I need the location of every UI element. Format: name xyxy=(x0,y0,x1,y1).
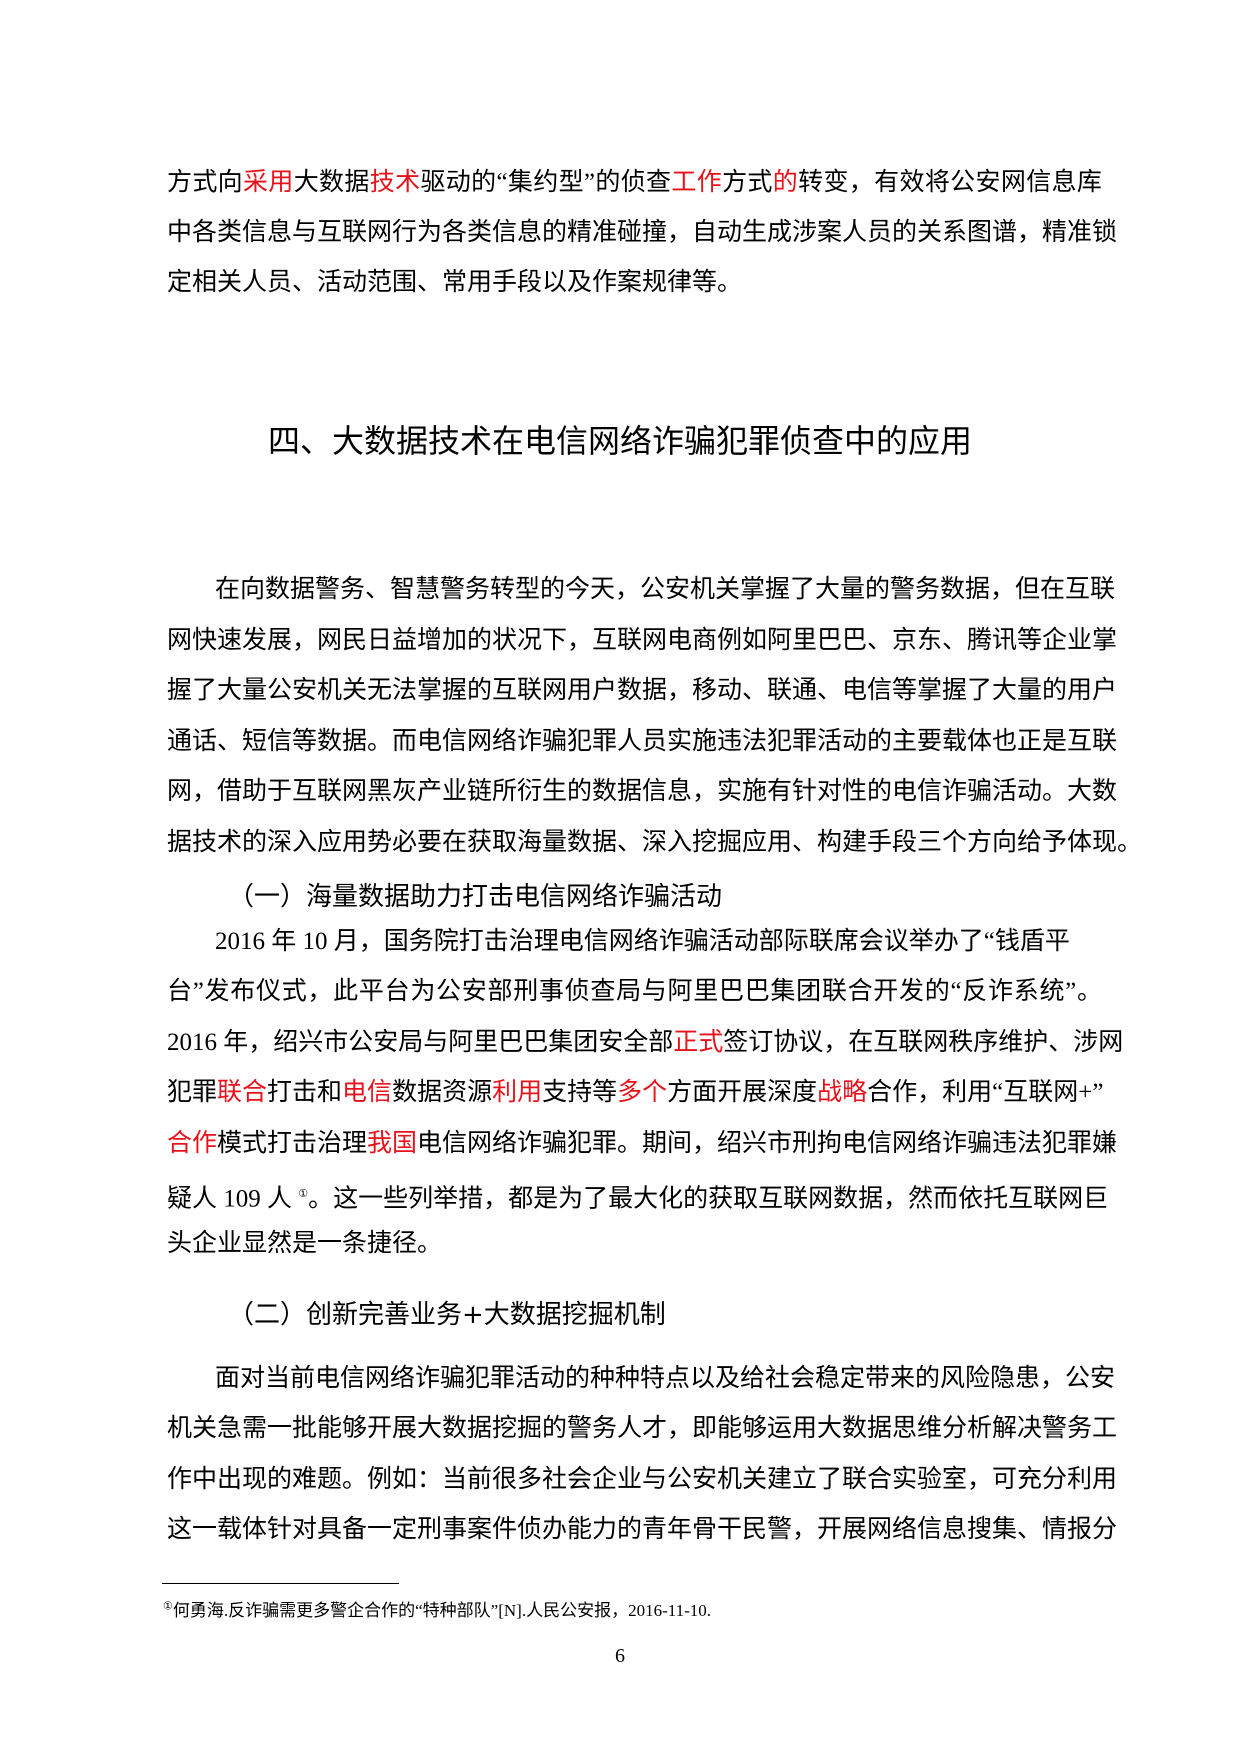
paragraph-3-line: 犯罪联合打击和电信数据资源利用支持等多个方面开展深度战略合作，利用“互联网+” xyxy=(167,1078,1104,1108)
text-run: 方式 xyxy=(722,169,773,196)
highlighted-text: 电信 xyxy=(342,1079,393,1106)
text-run: 通话、短信等数据。而电信网络诈骗犯罪人员实施违法犯罪活动的主要载体也正是互联 xyxy=(167,728,1118,755)
text-run: 疑人 109 人 xyxy=(167,1185,299,1213)
text-run: 驱动的“集约型”的侦查 xyxy=(420,169,672,196)
text-run: 合作，利用“互联网+” xyxy=(867,1079,1104,1106)
highlighted-text: 技术 xyxy=(369,169,421,196)
text-run: 2016 年，绍兴市公安局与阿里巴巴集团安全部 xyxy=(167,1029,674,1056)
highlighted-text: 联合 xyxy=(217,1079,268,1106)
footnote-reference: ① xyxy=(298,1188,309,1200)
footnote-text: 何勇海.反诈骗需更多警企合作的“特种部队”[N].人民公安报，2016-11-1… xyxy=(172,1601,712,1620)
paragraph-2-line: 在向数据警务、智慧警务转型的今天，公安机关掌握了大量的警务数据，但在互联 xyxy=(215,575,1115,605)
text-run: 机关急需一批能够开展大数据挖掘的警务人才，即能够运用大数据思维分析解决警务工 xyxy=(167,1415,1118,1442)
highlighted-text: 利用 xyxy=(492,1079,543,1106)
text-run: 作中出现的难题。例如：当前很多社会企业与公安机关建立了联合实验室，可充分利用 xyxy=(167,1466,1118,1493)
paragraph-4-line: 这一载体针对具备一定刑事案件侦办能力的青年骨干民警，开展网络信息搜集、情报分 xyxy=(167,1515,1117,1545)
paragraph-3-line: 台”发布仪式，此平台为公安部刑事侦查局与阿里巴巴集团联合开发的“反诈系统”。 xyxy=(167,977,1102,1007)
paragraph-2-line: 网快速发展，网民日益增加的状况下，互联网电商例如阿里巴巴、京东、腾讯等企业掌 xyxy=(167,626,1117,656)
text-run: 握了大量公安机关无法掌握的互联网用户数据，移动、联通、电信等掌握了大量的用户 xyxy=(167,677,1118,704)
paragraph-2-line: 通话、短信等数据。而电信网络诈骗犯罪人员实施违法犯罪活动的主要载体也正是互联 xyxy=(167,727,1117,757)
text-run: 数据资源 xyxy=(392,1079,493,1106)
paragraph-2-line: 网，借助于互联网黑灰产业链所衍生的数据信息，实施有针对性的电信诈骗活动。大数 xyxy=(167,777,1117,807)
text-run: 面对当前电信网络诈骗犯罪活动的种种特点以及给社会稳定带来的风险隐患，公安 xyxy=(215,1365,1116,1392)
paragraph-4-line: 机关急需一批能够开展大数据挖掘的警务人才，即能够运用大数据思维分析解决警务工 xyxy=(167,1414,1117,1444)
text-run: 据技术的深入应用势必要在获取海量数据、深入挖掘应用、构建手段三个方向给予体现。 xyxy=(167,829,1143,856)
paragraph-3-line: 2016 年，绍兴市公安局与阿里巴巴集团安全部正式签订协议，在互联网秩序维护、涉… xyxy=(167,1028,1123,1058)
paragraph-3-line: 合作模式打击治理我国电信网络诈骗犯罪。期间，绍兴市刑拘电信网络诈骗违法犯罪嫌 xyxy=(167,1129,1117,1159)
text-run: 台”发布仪式，此平台为公安部刑事侦查局与阿里巴巴集团联合开发的“反诈系统”。 xyxy=(167,978,1102,1005)
text-run: 网，借助于互联网黑灰产业链所衍生的数据信息，实施有针对性的电信诈骗活动。大数 xyxy=(167,778,1118,805)
paragraph-1-line: 中各类信息与互联网行为各类信息的精准碰撞，自动生成涉案人员的关系图谱，精准锁 xyxy=(167,218,1117,248)
text-run: 定相关人员、活动范围、常用手段以及作案规律等。 xyxy=(167,269,743,296)
subheading-1: （一）海量数据助力打击电信网络诈骗活动 xyxy=(228,882,723,912)
highlighted-text: 的 xyxy=(772,169,799,196)
text-run: 2016 年 10 月，国务院打击治理电信网络诈骗活动部际联席会议举办了“钱盾平 xyxy=(215,928,1070,955)
paragraph-3-line: 头企业显然是一条捷径。 xyxy=(167,1229,1102,1259)
highlighted-text: 我国 xyxy=(367,1130,418,1157)
text-run: 这一载体针对具备一定刑事案件侦办能力的青年骨干民警，开展网络信息搜集、情报分 xyxy=(167,1516,1118,1543)
text-run: 打击和 xyxy=(267,1079,343,1106)
text-run: 签订协议，在互联网秩序维护、涉网 xyxy=(723,1029,1124,1056)
highlighted-text: 合作 xyxy=(167,1130,218,1157)
highlighted-text: 工作 xyxy=(671,169,723,196)
paragraph-3-line: 疑人 109 人 ①。这一些列举措，都是为了最大化的获取互联网数据，然而依托互联… xyxy=(167,1179,1108,1214)
footnote: ①何勇海.反诈骗需更多警企合作的“特种部队”[N].人民公安报，2016-11-… xyxy=(163,1596,711,1621)
text-run: 头企业显然是一条捷径。 xyxy=(167,1230,443,1257)
text-run: 大数据 xyxy=(293,169,370,196)
footnote-divider xyxy=(162,1583,399,1584)
text-run: 方面开展深度 xyxy=(667,1079,818,1106)
paragraph-4-line: 面对当前电信网络诈骗犯罪活动的种种特点以及给社会稳定带来的风险隐患，公安 xyxy=(215,1364,1115,1394)
text-run: 网快速发展，网民日益增加的状况下，互联网电商例如阿里巴巴、京东、腾讯等企业掌 xyxy=(167,627,1118,654)
highlighted-text: 多个 xyxy=(617,1079,668,1106)
highlighted-text: 采用 xyxy=(243,169,294,196)
text-run: 支持等 xyxy=(542,1079,618,1106)
page-number: 6 xyxy=(615,1645,625,1667)
text-run: 方式向 xyxy=(167,169,244,196)
text-run: 转变，有效将公安网信息库 xyxy=(798,169,1102,196)
text-run: 犯罪 xyxy=(167,1079,218,1106)
footnote-mark: ① xyxy=(163,1600,173,1613)
section-heading: 四、大数据技术在电信网络诈骗犯罪侦查中的应用 xyxy=(267,422,972,460)
paragraph-1-line: 方式向采用大数据技术驱动的“集约型”的侦查工作方式的转变，有效将公安网信息库 xyxy=(167,168,1102,198)
highlighted-text: 正式 xyxy=(673,1029,724,1056)
paragraph-1-line: 定相关人员、活动范围、常用手段以及作案规律等。 xyxy=(167,268,1102,298)
text-run: 。这一些列举措，都是为了最大化的获取互联网数据，然而依托互联网巨 xyxy=(308,1185,1109,1213)
paragraph-4-line: 作中出现的难题。例如：当前很多社会企业与公安机关建立了联合实验室，可充分利用 xyxy=(167,1465,1117,1495)
text-run: 在向数据警务、智慧警务转型的今天，公安机关掌握了大量的警务数据，但在互联 xyxy=(215,576,1116,603)
paragraph-3-line: 2016 年 10 月，国务院打击治理电信网络诈骗活动部际联席会议举办了“钱盾平 xyxy=(215,927,1102,957)
text-run: 模式打击治理 xyxy=(217,1130,368,1157)
text-run: 中各类信息与互联网行为各类信息的精准碰撞，自动生成涉案人员的关系图谱，精准锁 xyxy=(167,219,1118,246)
paragraph-2-line: 据技术的深入应用势必要在获取海量数据、深入挖掘应用、构建手段三个方向给予体现。 xyxy=(167,828,1142,858)
paragraph-2-line: 握了大量公安机关无法掌握的互联网用户数据，移动、联通、电信等掌握了大量的用户 xyxy=(167,676,1117,706)
text-run: 电信网络诈骗犯罪。期间，绍兴市刑拘电信网络诈骗违法犯罪嫌 xyxy=(417,1130,1118,1157)
highlighted-text: 战略 xyxy=(817,1079,868,1106)
subheading-2: （二）创新完善业务+大数据挖掘机制 xyxy=(228,1300,666,1330)
